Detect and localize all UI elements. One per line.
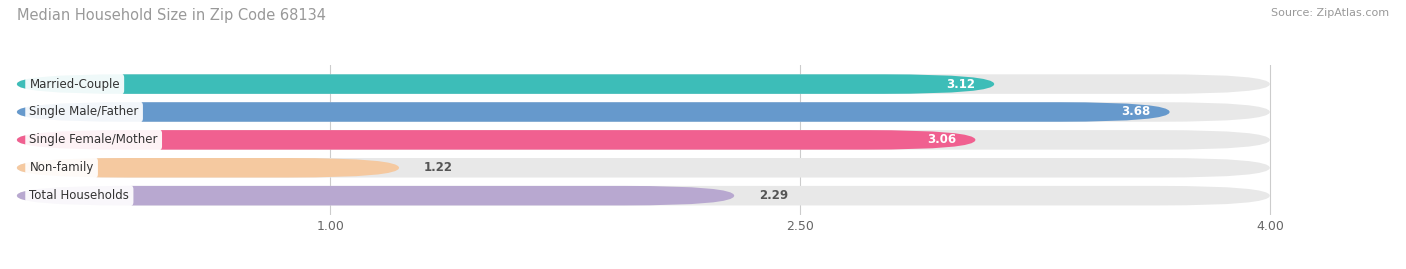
Text: 1.22: 1.22: [425, 161, 453, 174]
Text: Source: ZipAtlas.com: Source: ZipAtlas.com: [1271, 8, 1389, 18]
FancyBboxPatch shape: [17, 102, 1270, 122]
Text: 2.29: 2.29: [759, 189, 789, 202]
FancyBboxPatch shape: [17, 158, 1270, 178]
FancyBboxPatch shape: [17, 130, 1270, 150]
Text: Single Female/Mother: Single Female/Mother: [30, 133, 157, 146]
Text: Non-family: Non-family: [30, 161, 94, 174]
FancyBboxPatch shape: [17, 102, 1170, 122]
FancyBboxPatch shape: [17, 74, 1270, 94]
FancyBboxPatch shape: [17, 74, 994, 94]
FancyBboxPatch shape: [17, 158, 399, 178]
Text: 3.06: 3.06: [928, 133, 956, 146]
FancyBboxPatch shape: [17, 130, 976, 150]
Text: Married-Couple: Married-Couple: [30, 77, 120, 91]
Text: Total Households: Total Households: [30, 189, 129, 202]
Text: 3.12: 3.12: [946, 77, 976, 91]
Text: Single Male/Father: Single Male/Father: [30, 105, 139, 118]
FancyBboxPatch shape: [17, 186, 734, 206]
Text: 3.68: 3.68: [1122, 105, 1152, 118]
FancyBboxPatch shape: [17, 186, 1270, 206]
Text: Median Household Size in Zip Code 68134: Median Household Size in Zip Code 68134: [17, 8, 326, 23]
